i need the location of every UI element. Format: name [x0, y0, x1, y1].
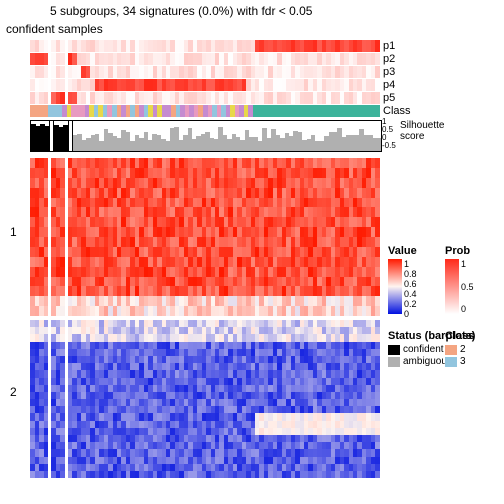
annot-Class — [30, 105, 380, 117]
annot-label-p4: p4 — [383, 79, 395, 91]
silhouette-ticks: 1 0.5 0 -0.5 — [382, 118, 396, 150]
row-group-1: 1 — [10, 225, 17, 239]
plot-title: 5 subgroups, 34 signatures (0.0%) with f… — [50, 4, 312, 18]
swatch-ambiguous — [388, 357, 400, 367]
legend-prob: Prob 1 0.5 0 — [445, 245, 474, 314]
annot-p3 — [30, 66, 380, 78]
annot-label-p3: p3 — [383, 66, 395, 78]
silhouette-track — [30, 120, 382, 152]
annot-p4 — [30, 79, 380, 91]
heatmap — [30, 158, 380, 478]
prob-colorbar — [445, 259, 459, 314]
legend-class: Class 2 3 — [445, 330, 474, 368]
figure: 5 subgroups, 34 signatures (0.0%) with f… — [0, 0, 504, 504]
annot-label-p1: p1 — [383, 40, 395, 52]
swatch-class-3 — [445, 357, 457, 367]
annot-p1 — [30, 40, 380, 52]
swatch-class-2 — [445, 345, 457, 355]
swatch-confident — [388, 345, 400, 355]
plot-subtitle: confident samples — [6, 22, 103, 36]
silhouette-label: Silhouette score — [400, 120, 444, 142]
value-colorbar — [388, 259, 402, 314]
annotation-tracks — [30, 40, 380, 117]
annot-label-p2: p2 — [383, 53, 395, 65]
annot-p5 — [30, 92, 380, 104]
legend-value: Value 1 0.8 0.6 0.4 0.2 0 — [388, 245, 417, 314]
annot-label-Class: Class — [383, 105, 411, 117]
annot-p2 — [30, 53, 380, 65]
annot-label-p5: p5 — [383, 92, 395, 104]
row-group-2: 2 — [10, 385, 17, 399]
